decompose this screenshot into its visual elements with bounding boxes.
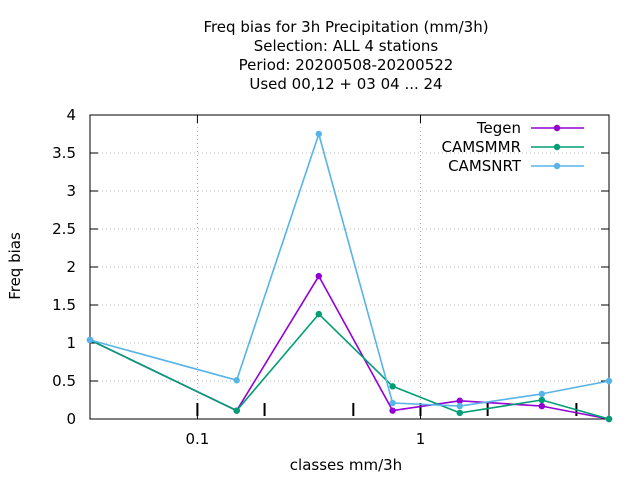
series-line-camsnrt	[89, 133, 610, 407]
series-line-camsmmr	[89, 313, 610, 420]
data-point-camsnrt	[315, 130, 322, 138]
plot-border	[89, 114, 610, 420]
legend-label-camsmmr: CAMSMMR	[441, 138, 521, 156]
x-tick-label: 0.1	[185, 430, 209, 448]
x-axis-label: classes mm/3h	[290, 456, 402, 474]
grid-lines	[90, 115, 609, 419]
title-line-3: Period: 20200508-20200522	[239, 56, 454, 74]
data-point-camsnrt	[538, 390, 546, 398]
y-tick-label: 1	[66, 334, 76, 352]
title-line-1: Freq bias for 3h Precipitation (mm/3h)	[203, 18, 488, 36]
legend-label-tegen: Tegen	[476, 119, 521, 137]
y-tick-label: 4	[66, 106, 76, 124]
x-axis: 0.1 1	[185, 115, 425, 448]
data-point-camsnrt	[605, 377, 613, 385]
legend-marker-camsnrt	[553, 162, 561, 170]
y-tick-label: 3.5	[52, 144, 76, 162]
data-point-camsmmr	[456, 409, 463, 417]
data-point-tegen	[389, 407, 396, 414]
y-tick-label: 1.5	[52, 296, 76, 314]
series-line-tegen	[89, 275, 610, 420]
legend-marker-tegen	[553, 124, 561, 132]
y-axis: 0 0.5 1 1.5 2 2.5 3 3.5 4	[52, 106, 609, 428]
chart-title: Freq bias for 3h Precipitation (mm/3h) S…	[203, 18, 488, 93]
data-point-tegen	[456, 397, 463, 404]
data-point-camsmmr	[605, 415, 613, 423]
y-tick-label: 2.5	[52, 220, 76, 238]
data-point-camsmmr	[315, 310, 322, 318]
title-line-4: Used 00,12 + 03 04 ... 24	[249, 75, 442, 93]
data-point-camsnrt	[86, 336, 94, 344]
data-point-camsnrt	[389, 399, 396, 407]
series-layer	[86, 130, 613, 423]
data-point-camsnrt	[233, 377, 240, 384]
y-tick-label: 3	[66, 182, 76, 200]
data-point-camsnrt	[456, 402, 463, 410]
y-tick-label: 0.5	[52, 372, 76, 390]
y-tick-label: 2	[66, 258, 76, 276]
legend-label-camsnrt: CAMSNRT	[448, 157, 522, 175]
data-point-camsmmr	[389, 383, 396, 390]
data-point-camsmmr	[538, 396, 546, 404]
x-tick-label: 1	[416, 430, 426, 448]
y-tick-label: 0	[66, 410, 76, 428]
data-point-tegen	[538, 402, 546, 410]
y-axis-label: Freq bias	[6, 232, 24, 300]
data-point-tegen	[315, 272, 322, 280]
legend-marker-camsmmr	[553, 143, 561, 151]
title-line-2: Selection: ALL 4 stations	[254, 37, 439, 55]
data-point-camsmmr	[233, 407, 240, 414]
